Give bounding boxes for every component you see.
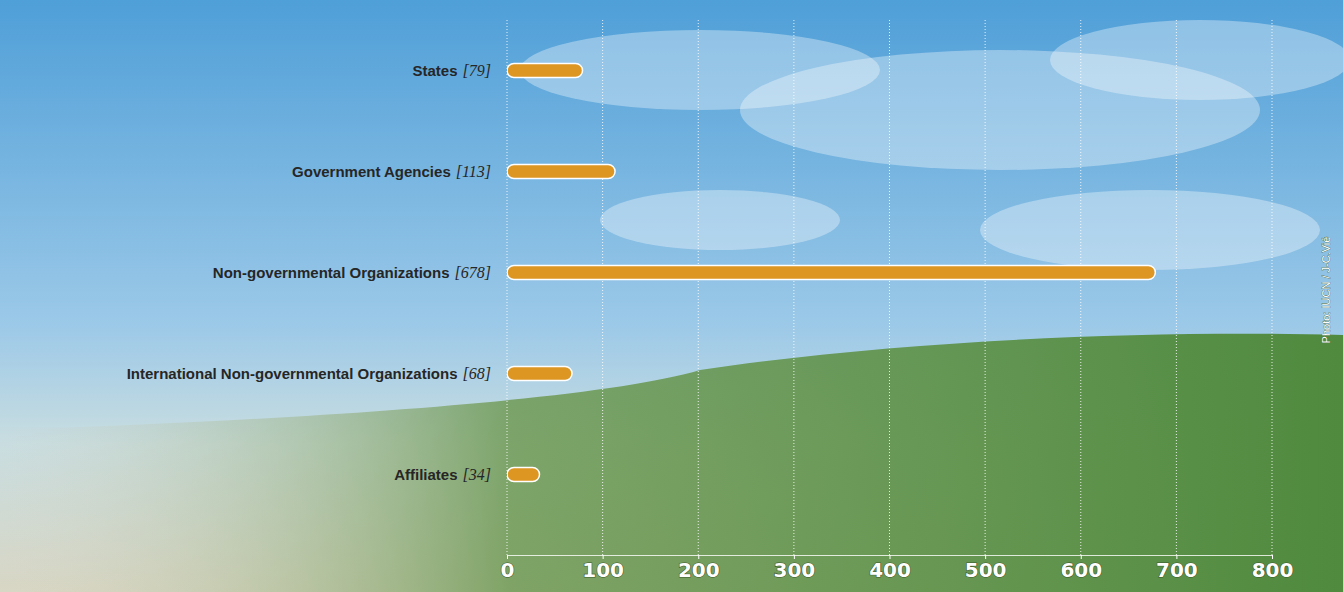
tick-label: 100 <box>582 558 624 582</box>
grid-line <box>889 20 890 555</box>
category-name: Affiliates <box>394 466 457 483</box>
tick: 400 <box>869 555 911 582</box>
tick: 800 <box>1252 555 1294 582</box>
grid-line <box>1272 20 1273 555</box>
value-label: [678] <box>455 264 491 281</box>
grid-line <box>793 20 794 555</box>
category-labels: States [79] Government Agencies [113] Non-go… <box>127 62 491 483</box>
tick: 200 <box>678 555 720 582</box>
tick: 0 <box>501 555 515 582</box>
category-label: States [79] <box>413 62 491 79</box>
grid-line <box>1176 20 1177 555</box>
tick-label: 500 <box>965 558 1007 582</box>
tick-label: 0 <box>501 558 515 582</box>
bar <box>507 165 615 179</box>
category-name: Non-governmental Organizations <box>213 264 450 281</box>
bar <box>507 468 540 482</box>
cloud <box>600 190 840 250</box>
value-label: [79] <box>463 62 491 79</box>
bar <box>507 367 572 381</box>
grid-line <box>602 20 603 555</box>
tick-label: 200 <box>678 558 720 582</box>
tick: 600 <box>1060 555 1102 582</box>
bar <box>507 64 583 78</box>
category-name: States <box>413 62 458 79</box>
chart: States [79] Government Agencies [113] Non-go… <box>0 0 1343 592</box>
cloud <box>980 190 1320 270</box>
category-label: International Non-governmental Organizat… <box>127 365 491 382</box>
tick: 100 <box>582 555 624 582</box>
value-label: [34] <box>463 466 491 483</box>
tick-label: 400 <box>869 558 911 582</box>
clouds <box>520 20 1343 270</box>
grid-line <box>698 20 699 555</box>
tick-label: 600 <box>1060 558 1102 582</box>
tick-label: 800 <box>1252 558 1294 582</box>
cloud <box>1050 20 1343 100</box>
tick-label: 700 <box>1156 558 1198 582</box>
tick-label: 300 <box>774 558 816 582</box>
category-label: Non-governmental Organizations [678] <box>213 264 491 281</box>
grid <box>507 20 1272 555</box>
x-axis: 0 100 200 300 400 500 600 700 800 <box>501 555 1294 582</box>
bar <box>507 266 1155 280</box>
value-label: [68] <box>463 365 491 382</box>
grid-line <box>1080 20 1081 555</box>
tick: 500 <box>965 555 1007 582</box>
category-label: Affiliates [34] <box>394 466 491 483</box>
category-label: Government Agencies [113] <box>292 163 491 180</box>
grid-line <box>985 20 986 555</box>
photo-credit: Photo: IUCN / J-C.Vié <box>1320 237 1332 344</box>
category-name: Government Agencies <box>292 163 451 180</box>
tick: 300 <box>774 555 816 582</box>
value-label: [113] <box>456 163 491 180</box>
background-ground <box>0 334 1343 592</box>
bars <box>507 64 1155 482</box>
tick: 700 <box>1156 555 1198 582</box>
category-name: International Non-governmental Organizat… <box>127 365 458 382</box>
